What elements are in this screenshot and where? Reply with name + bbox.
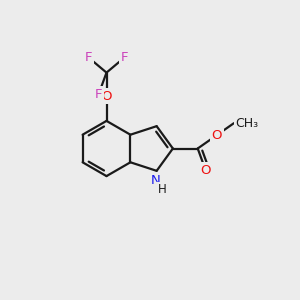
Text: H: H — [158, 183, 167, 196]
Text: O: O — [101, 90, 112, 103]
Text: O: O — [200, 164, 211, 177]
Text: F: F — [95, 88, 102, 101]
Text: O: O — [212, 128, 222, 142]
Text: F: F — [121, 51, 128, 64]
Text: F: F — [85, 51, 92, 64]
Text: N: N — [150, 174, 160, 187]
Text: CH₃: CH₃ — [236, 117, 259, 130]
